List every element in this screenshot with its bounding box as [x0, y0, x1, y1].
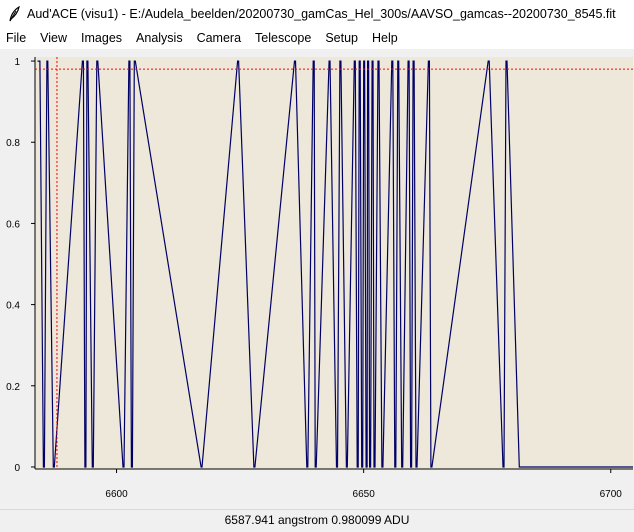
x-tick-label: 6700 [600, 489, 623, 500]
window-title: Aud'ACE (visu1) - E:/Audela_beelden/2020… [27, 6, 616, 21]
x-tick-label: 6650 [353, 489, 376, 500]
spectrum-line [37, 60, 633, 468]
feather-icon [9, 5, 20, 21]
title-bar[interactable]: Aud'ACE (visu1) - E:/Audela_beelden/2020… [0, 0, 634, 27]
menu-setup[interactable]: Setup [325, 31, 359, 45]
menu-bar: File View Images Analysis Camera Telesco… [0, 27, 634, 49]
menu-analysis[interactable]: Analysis [136, 31, 183, 45]
menu-images[interactable]: Images [81, 31, 123, 45]
menu-file[interactable]: File [6, 31, 27, 45]
y-tick-label: 1 [14, 57, 20, 68]
y-tick-label: 0.8 [6, 138, 20, 149]
y-tick-label: 0 [14, 463, 20, 474]
menu-help[interactable]: Help [372, 31, 398, 45]
plot-area [35, 57, 633, 469]
menu-telescope[interactable]: Telescope [255, 31, 312, 45]
menu-camera[interactable]: Camera [196, 31, 242, 45]
y-tick-label: 0.4 [6, 301, 20, 312]
status-secondary-line: ...................... [3, 527, 70, 532]
spectrum-plot[interactable]: 0 0.2 0.4 0.6 0.8 1 6600 6650 6700 [0, 49, 634, 509]
x-tick-label: 6600 [105, 489, 128, 500]
cursor-readout: 6587.941 angstrom 0.980099 ADU [224, 513, 410, 527]
y-tick-label: 0.6 [6, 219, 20, 230]
y-tick-label: 0.2 [6, 382, 20, 393]
status-bar: ...................... 6587.941 angstrom… [0, 509, 634, 532]
graph-panel: 0 0.2 0.4 0.6 0.8 1 6600 6650 6700 [0, 49, 634, 509]
menu-view[interactable]: View [40, 31, 68, 45]
